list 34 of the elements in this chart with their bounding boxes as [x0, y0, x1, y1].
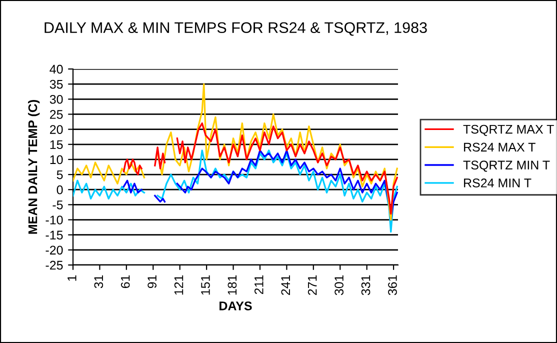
y-axis-title: MEAN DAILY TEMP (C): [28, 100, 40, 234]
x-tick-label: 361: [388, 275, 397, 296]
y-tick-label: -10: [46, 216, 63, 224]
x-tick-label: 61: [120, 275, 130, 288]
y-tick-label: 25: [50, 110, 63, 119]
x-tick-label: 31: [94, 275, 104, 288]
x-axis-title: DAYS: [220, 301, 252, 310]
legend-label: TSQRTZ MAX T: [463, 124, 554, 136]
y-tick-label: 35: [50, 80, 63, 89]
x-tick-label: 211: [254, 275, 264, 294]
y-tick-label: -15: [46, 230, 63, 240]
x-tick-label: 301: [334, 275, 344, 296]
legend-label: RS24 MAX T: [464, 142, 536, 152]
y-tick-label: 15: [50, 140, 63, 150]
x-tick-label: 151: [201, 275, 210, 295]
y-tick-label: -5: [52, 200, 63, 210]
y-tick-label: -20: [46, 246, 63, 255]
y-tick-label: 40: [50, 64, 63, 74]
y-tick-label: 5: [56, 170, 63, 180]
x-tick-label: 121: [174, 275, 184, 295]
x-tick-label: 91: [148, 275, 156, 288]
y-tick-label: 0: [56, 185, 63, 194]
y-tick-label: 30: [50, 94, 63, 104]
x-tick-label: 181: [228, 275, 237, 295]
y-tick-label: 10: [50, 155, 63, 164]
x-tick-label: 271: [308, 275, 317, 295]
y-tick-label: -25: [46, 260, 63, 270]
legend-label: TSQRTZ MIN T: [463, 160, 550, 172]
x-tick-label: 1: [68, 275, 76, 281]
y-tick-label: 20: [50, 125, 63, 134]
legend-label: RS24 MIN T: [464, 178, 532, 188]
chart-title: DAILY MAX & MIN TEMPS FOR RS24 & TSQRTZ, 1983: [44, 22, 427, 36]
x-tick-label: 331: [361, 275, 370, 296]
x-tick-label: 241: [281, 275, 290, 295]
